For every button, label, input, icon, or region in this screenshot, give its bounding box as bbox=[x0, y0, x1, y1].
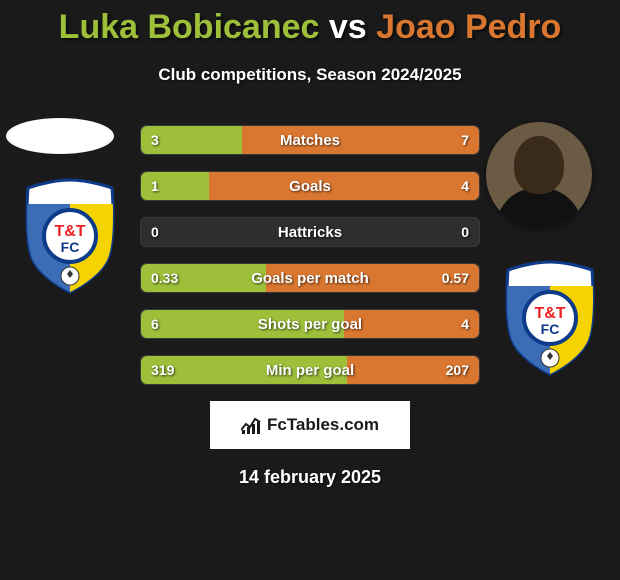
chart-icon bbox=[241, 416, 261, 434]
stat-row: 319 Min per goal 207 bbox=[140, 355, 480, 385]
stat-fill-right bbox=[344, 310, 479, 338]
player-right-club-badge: T&T FC bbox=[500, 260, 600, 376]
stat-value-left: 0 bbox=[151, 224, 159, 240]
player-left-club-badge: T&T FC bbox=[20, 178, 120, 294]
stat-value-right: 4 bbox=[461, 178, 469, 194]
stat-value-right: 207 bbox=[446, 362, 469, 378]
player-left-avatar bbox=[6, 118, 114, 154]
stat-row: 0 Hattricks 0 bbox=[140, 217, 480, 247]
stat-label: Shots per goal bbox=[258, 316, 362, 333]
stat-label: Matches bbox=[280, 132, 340, 149]
stat-value-right: 4 bbox=[461, 316, 469, 332]
stat-value-right: 0 bbox=[461, 224, 469, 240]
subtitle: Club competitions, Season 2024/2025 bbox=[0, 65, 620, 85]
stat-fill-right bbox=[242, 126, 479, 154]
brand-watermark: FcTables.com bbox=[210, 401, 410, 449]
vs-word: vs bbox=[329, 8, 367, 46]
stat-row: 3 Matches 7 bbox=[140, 125, 480, 155]
stat-row: 0.33 Goals per match 0.57 bbox=[140, 263, 480, 293]
stat-value-left: 0.33 bbox=[151, 270, 178, 286]
stat-value-left: 6 bbox=[151, 316, 159, 332]
player-right-avatar bbox=[486, 122, 592, 228]
svg-text:FC: FC bbox=[541, 321, 560, 337]
stat-label: Hattricks bbox=[278, 224, 342, 241]
page-title: Luka Bobicanec vs Joao Pedro bbox=[0, 0, 620, 47]
stat-fill-right bbox=[209, 172, 479, 200]
stat-value-left: 3 bbox=[151, 132, 159, 148]
stat-value-left: 1 bbox=[151, 178, 159, 194]
stats-comparison: 3 Matches 7 1 Goals 4 0 Hattricks 0 0.33 Goals per… bbox=[140, 125, 480, 385]
svg-text:FC: FC bbox=[61, 239, 80, 255]
comparison-date: 14 february 2025 bbox=[0, 467, 620, 488]
stat-row: 1 Goals 4 bbox=[140, 171, 480, 201]
stat-label: Min per goal bbox=[266, 362, 354, 379]
stat-value-right: 7 bbox=[461, 132, 469, 148]
svg-text:T&T: T&T bbox=[54, 223, 85, 240]
stat-value-right: 0.57 bbox=[442, 270, 469, 286]
player-left-name: Luka Bobicanec bbox=[59, 8, 320, 46]
stat-row: 6 Shots per goal 4 bbox=[140, 309, 480, 339]
stat-label: Goals bbox=[289, 178, 331, 195]
player-right-name: Joao Pedro bbox=[376, 8, 561, 46]
stat-label: Goals per match bbox=[251, 270, 369, 287]
stat-value-left: 319 bbox=[151, 362, 174, 378]
svg-text:T&T: T&T bbox=[534, 305, 565, 322]
brand-text: FcTables.com bbox=[267, 415, 379, 435]
